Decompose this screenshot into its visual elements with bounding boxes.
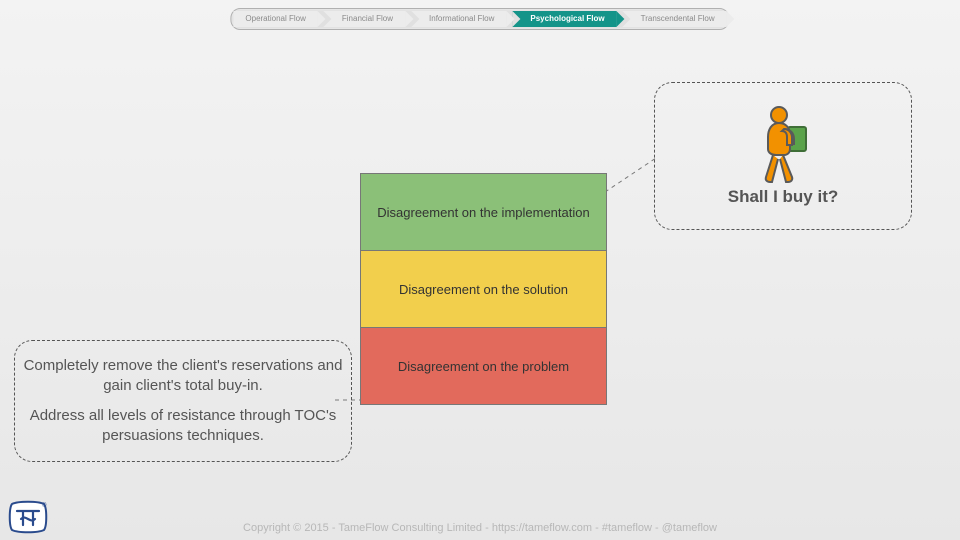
objective-callout: Completely remove the client's reservati… — [14, 340, 352, 462]
objective-line-1: Completely remove the client's reservati… — [23, 356, 343, 397]
objective-line-2: Address all levels of resistance through… — [23, 406, 343, 447]
nav-informational[interactable]: Informational Flow — [411, 11, 506, 27]
walking-person-icon — [754, 105, 812, 183]
flow-breadcrumb-list: Operational Flow Financial Flow Informat… — [233, 11, 726, 27]
buyer-question: Shall I buy it? — [728, 187, 839, 207]
flow-breadcrumb: Operational Flow Financial Flow Informat… — [230, 8, 729, 30]
resistance-stack: Disagreement on the implementation Disag… — [360, 173, 607, 405]
layer-solution: Disagreement on the solution — [361, 251, 606, 328]
buyer-callout: Shall I buy it? — [654, 82, 912, 230]
svg-text:®: ® — [42, 502, 47, 509]
spacer — [23, 396, 343, 406]
copyright-footer: Copyright © 2015 - TameFlow Consulting L… — [0, 522, 960, 534]
layer-problem: Disagreement on the problem — [361, 328, 606, 404]
nav-transcendental[interactable]: Transcendental Flow — [623, 11, 727, 27]
layer-implementation: Disagreement on the implementation — [361, 174, 606, 251]
nav-financial[interactable]: Financial Flow — [324, 11, 405, 27]
nav-operational[interactable]: Operational Flow — [233, 11, 317, 27]
nav-psychological[interactable]: Psychological Flow — [512, 11, 616, 27]
